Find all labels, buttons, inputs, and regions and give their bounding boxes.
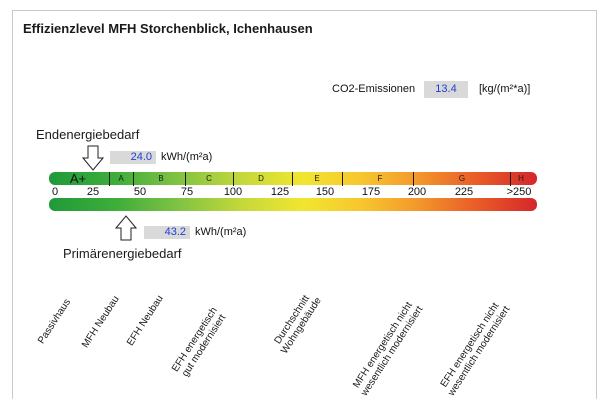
class-divider — [185, 172, 186, 186]
scale-label: 125 — [270, 186, 290, 198]
class-divider — [292, 172, 293, 186]
class-label-f: F — [377, 174, 383, 183]
class-label-d: D — [258, 174, 264, 183]
class-label-b: B — [158, 174, 164, 183]
endenergie-label: Endenergiebedarf — [36, 127, 140, 142]
scale-label: 225 — [454, 186, 474, 198]
scale-label: >250 — [506, 186, 532, 198]
panel-frame — [12, 10, 597, 399]
class-divider — [342, 172, 343, 186]
class-label-a-plus: A+ — [69, 171, 87, 186]
endenergie-unit: kWh/(m²a) — [161, 151, 213, 163]
efficiency-scale-bar — [49, 172, 537, 185]
class-divider — [133, 172, 134, 186]
primaerenergie-label: Primärenergiebedarf — [63, 246, 182, 261]
co2-value: 13.4 — [424, 81, 468, 98]
class-label-h: H — [518, 174, 524, 183]
class-divider — [233, 172, 234, 186]
scale-label: 200 — [407, 186, 427, 198]
page-title: Effizienzlevel MFH Storchenblick, Ichenh… — [23, 21, 313, 36]
endenergie-value: 24.0 — [110, 151, 156, 164]
scale-label: 175 — [361, 186, 381, 198]
class-divider — [510, 172, 511, 186]
class-divider — [109, 172, 110, 186]
efficiency-scale-bar-lower — [49, 198, 537, 211]
primaerenergie-value: 43.2 — [144, 226, 190, 239]
class-label-g: G — [458, 174, 466, 183]
class-label-c: C — [206, 174, 212, 183]
scale-label: 75 — [180, 186, 194, 198]
primaerenergie-unit: kWh/(m²a) — [195, 226, 247, 238]
co2-label: CO2-Emissionen — [332, 83, 416, 95]
scale-label: 150 — [315, 186, 335, 198]
class-label-a: A — [118, 174, 124, 183]
scale-label: 100 — [223, 186, 243, 198]
arrow-up-icon — [115, 215, 137, 241]
scale-label: 25 — [86, 186, 100, 198]
class-divider — [413, 172, 414, 186]
class-label-e: E — [314, 174, 320, 183]
arrow-down-icon — [82, 145, 104, 171]
scale-label: 50 — [133, 186, 147, 198]
scale-label: 0 — [51, 186, 59, 198]
co2-unit: [kg/(m²*a)] — [479, 83, 531, 95]
